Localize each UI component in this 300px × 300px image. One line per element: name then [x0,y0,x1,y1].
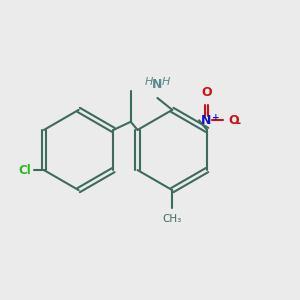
Text: N: N [201,114,212,127]
Text: CH₃: CH₃ [163,214,182,224]
Text: -: - [235,117,240,130]
Text: O: O [201,86,212,100]
Text: +: + [212,113,219,122]
Text: H: H [162,77,170,87]
Text: H: H [145,77,153,87]
Text: Cl: Cl [18,164,31,177]
Text: N: N [152,78,163,91]
Text: O: O [229,114,239,127]
